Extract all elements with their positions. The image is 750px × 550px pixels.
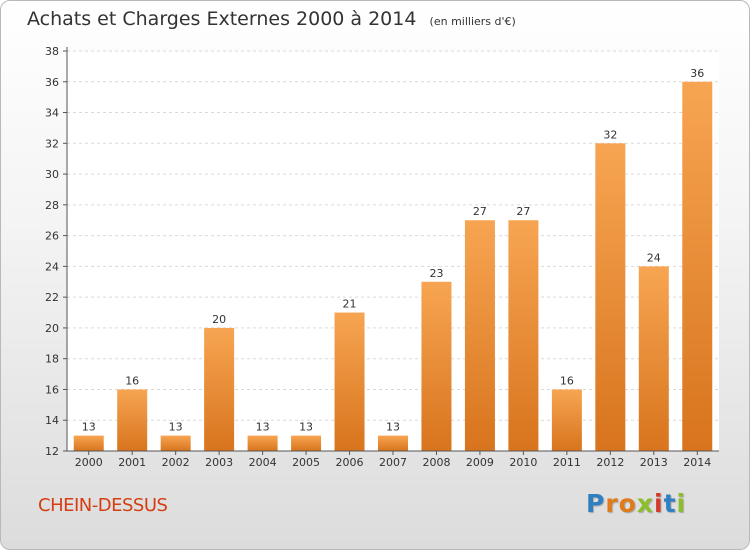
bar bbox=[334, 312, 365, 451]
x-tick-label: 2002 bbox=[162, 456, 190, 469]
bar bbox=[464, 220, 495, 451]
data-label: 24 bbox=[647, 251, 661, 264]
data-label: 16 bbox=[125, 374, 139, 387]
bar bbox=[421, 281, 452, 451]
logo-letter: i bbox=[654, 489, 664, 518]
x-tick-label: 2007 bbox=[379, 456, 407, 469]
y-tick-label: 30 bbox=[45, 168, 59, 181]
x-tick-label: 2012 bbox=[596, 456, 624, 469]
bar bbox=[378, 435, 408, 451]
commune-name: CHEIN-DESSUS bbox=[38, 495, 168, 516]
data-label: 27 bbox=[473, 205, 487, 218]
x-tick-label: 2000 bbox=[75, 456, 103, 469]
data-label: 16 bbox=[560, 374, 574, 387]
y-tick-label: 22 bbox=[45, 291, 59, 304]
x-tick-label: 2011 bbox=[553, 456, 581, 469]
y-tick-label: 24 bbox=[45, 260, 59, 273]
bar bbox=[508, 220, 539, 451]
data-label: 27 bbox=[516, 205, 530, 218]
data-label: 21 bbox=[343, 298, 357, 311]
y-tick-label: 18 bbox=[45, 353, 59, 366]
bar bbox=[117, 389, 148, 451]
y-tick-label: 14 bbox=[45, 414, 59, 427]
y-tick-label: 26 bbox=[45, 230, 59, 243]
logo-letter: P bbox=[586, 489, 606, 518]
chart-unit: (en milliers d'€) bbox=[429, 15, 516, 28]
y-tick-label: 38 bbox=[45, 45, 59, 58]
y-tick-label: 28 bbox=[45, 199, 59, 212]
y-tick-label: 16 bbox=[45, 383, 59, 396]
x-tick-label: 2013 bbox=[640, 456, 668, 469]
y-tick-label: 20 bbox=[45, 322, 59, 335]
bar bbox=[73, 435, 104, 451]
data-label: 13 bbox=[82, 421, 96, 434]
x-tick-label: 2003 bbox=[205, 456, 233, 469]
y-tick-label: 32 bbox=[45, 137, 59, 150]
data-label: 13 bbox=[386, 421, 400, 434]
data-label: 20 bbox=[212, 313, 226, 326]
y-tick-label: 36 bbox=[45, 76, 59, 89]
logo-letter: o bbox=[618, 489, 637, 518]
bar bbox=[595, 143, 626, 452]
bar bbox=[247, 435, 278, 451]
bar bbox=[682, 81, 713, 452]
x-tick-label: 2004 bbox=[249, 456, 277, 469]
y-tick-label: 34 bbox=[45, 107, 59, 120]
bar bbox=[291, 435, 322, 451]
chart-title: Achats et Charges Externes 2000 à 2014 (… bbox=[27, 8, 516, 30]
logo-letter: t bbox=[663, 489, 677, 518]
x-tick-label: 2009 bbox=[466, 456, 494, 469]
bar bbox=[551, 389, 582, 451]
y-tick-label: 12 bbox=[45, 445, 59, 458]
data-label: 32 bbox=[603, 128, 617, 141]
data-label: 36 bbox=[690, 67, 704, 80]
data-label: 13 bbox=[299, 421, 313, 434]
proxiti-logo: Proxiti bbox=[586, 489, 686, 518]
data-label: 13 bbox=[256, 421, 270, 434]
bar bbox=[204, 327, 235, 451]
x-tick-label: 2014 bbox=[683, 456, 711, 469]
bar bbox=[160, 435, 191, 451]
x-tick-label: 2010 bbox=[509, 456, 537, 469]
data-label: 23 bbox=[429, 267, 443, 280]
logo-letter: r bbox=[605, 489, 619, 518]
bar bbox=[638, 266, 669, 451]
x-tick-label: 2006 bbox=[336, 456, 364, 469]
x-tick-label: 2001 bbox=[118, 456, 146, 469]
data-label: 13 bbox=[169, 421, 183, 434]
chart-title-text: Achats et Charges Externes 2000 à 2014 bbox=[27, 8, 417, 30]
x-tick-label: 2008 bbox=[422, 456, 450, 469]
x-tick-label: 2005 bbox=[292, 456, 320, 469]
logo-letter: i bbox=[676, 489, 687, 518]
logo-letter: x bbox=[636, 489, 654, 518]
